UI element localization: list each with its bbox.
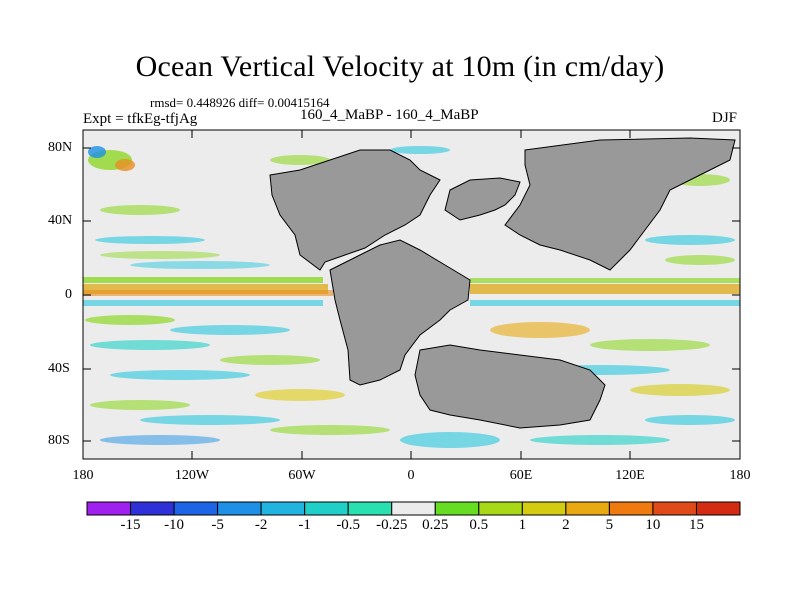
colorbar-box xyxy=(478,501,523,516)
colorbar-label: -15 xyxy=(120,517,141,533)
land-australia-antarctica xyxy=(414,344,606,429)
rmsd-diff-stats: rmsd= 0.448926 diff= 0.00415164 xyxy=(150,95,330,110)
colorbar-box xyxy=(652,501,697,516)
colorbar-label: 0.25 xyxy=(422,517,449,533)
lon-label-180-right: 180 xyxy=(729,468,751,483)
colorbar-label: 0.5 xyxy=(469,517,489,533)
colorbar-label: -5 xyxy=(211,517,224,533)
lat-label-80n: 80N xyxy=(48,140,73,155)
colorbar-box xyxy=(608,501,654,516)
land-greenland xyxy=(444,177,521,221)
colorbar-label: 2 xyxy=(562,517,570,533)
colorbar-label: 5 xyxy=(605,517,614,533)
land-masses xyxy=(269,137,736,429)
colorbar-label: 15 xyxy=(688,517,704,533)
land-africa-south-america xyxy=(329,239,471,386)
map-title: Ocean Vertical Velocity at 10m (in cm/da… xyxy=(135,50,665,83)
colorbar xyxy=(86,501,741,516)
colorbar-box xyxy=(347,501,393,516)
lon-label-120e: 120E xyxy=(615,468,645,483)
axis-ticks xyxy=(82,130,741,459)
colorbar-box xyxy=(695,501,741,516)
colorbar-box xyxy=(260,501,306,516)
colorbar-label: -1 xyxy=(298,517,311,533)
colorbar-box xyxy=(304,501,349,516)
colorbar-label: 10 xyxy=(645,517,661,533)
lat-label-0: 0 xyxy=(65,287,72,302)
lat-label-40s: 40S xyxy=(48,361,70,376)
lon-label-180-left: 180 xyxy=(72,468,94,483)
land-north-america xyxy=(269,149,441,271)
colorbar-box xyxy=(391,501,436,516)
colorbar-label: -2 xyxy=(254,517,268,533)
lon-label-60e: 60E xyxy=(509,468,533,483)
lon-label-0: 0 xyxy=(407,468,415,483)
run-comparison-label: 160_4_MaBP - 160_4_MaBP xyxy=(300,107,479,123)
colorbar-box xyxy=(173,501,219,516)
season-label: DJF xyxy=(712,110,738,126)
colorbar-box xyxy=(86,501,132,516)
lat-label-40n: 40N xyxy=(48,213,73,228)
lat-label-80s: 80S xyxy=(48,433,70,448)
colorbar-label: 1 xyxy=(518,517,527,533)
colorbar-box xyxy=(130,501,175,516)
lon-label-120w: 120W xyxy=(174,468,210,483)
colorbar-label: -0.5 xyxy=(336,517,361,533)
colorbar-box xyxy=(217,501,262,516)
colorbar-label: -10 xyxy=(164,517,185,533)
land-eurasia xyxy=(504,137,736,271)
lon-label-60w: 60W xyxy=(288,468,316,483)
colorbar-label: -0.25 xyxy=(376,517,408,533)
colorbar-box xyxy=(521,501,567,516)
colorbar-box xyxy=(565,501,610,516)
experiment-label: Expt = tfkEg-tfjAg xyxy=(83,111,198,127)
colorbar-box xyxy=(434,501,480,516)
